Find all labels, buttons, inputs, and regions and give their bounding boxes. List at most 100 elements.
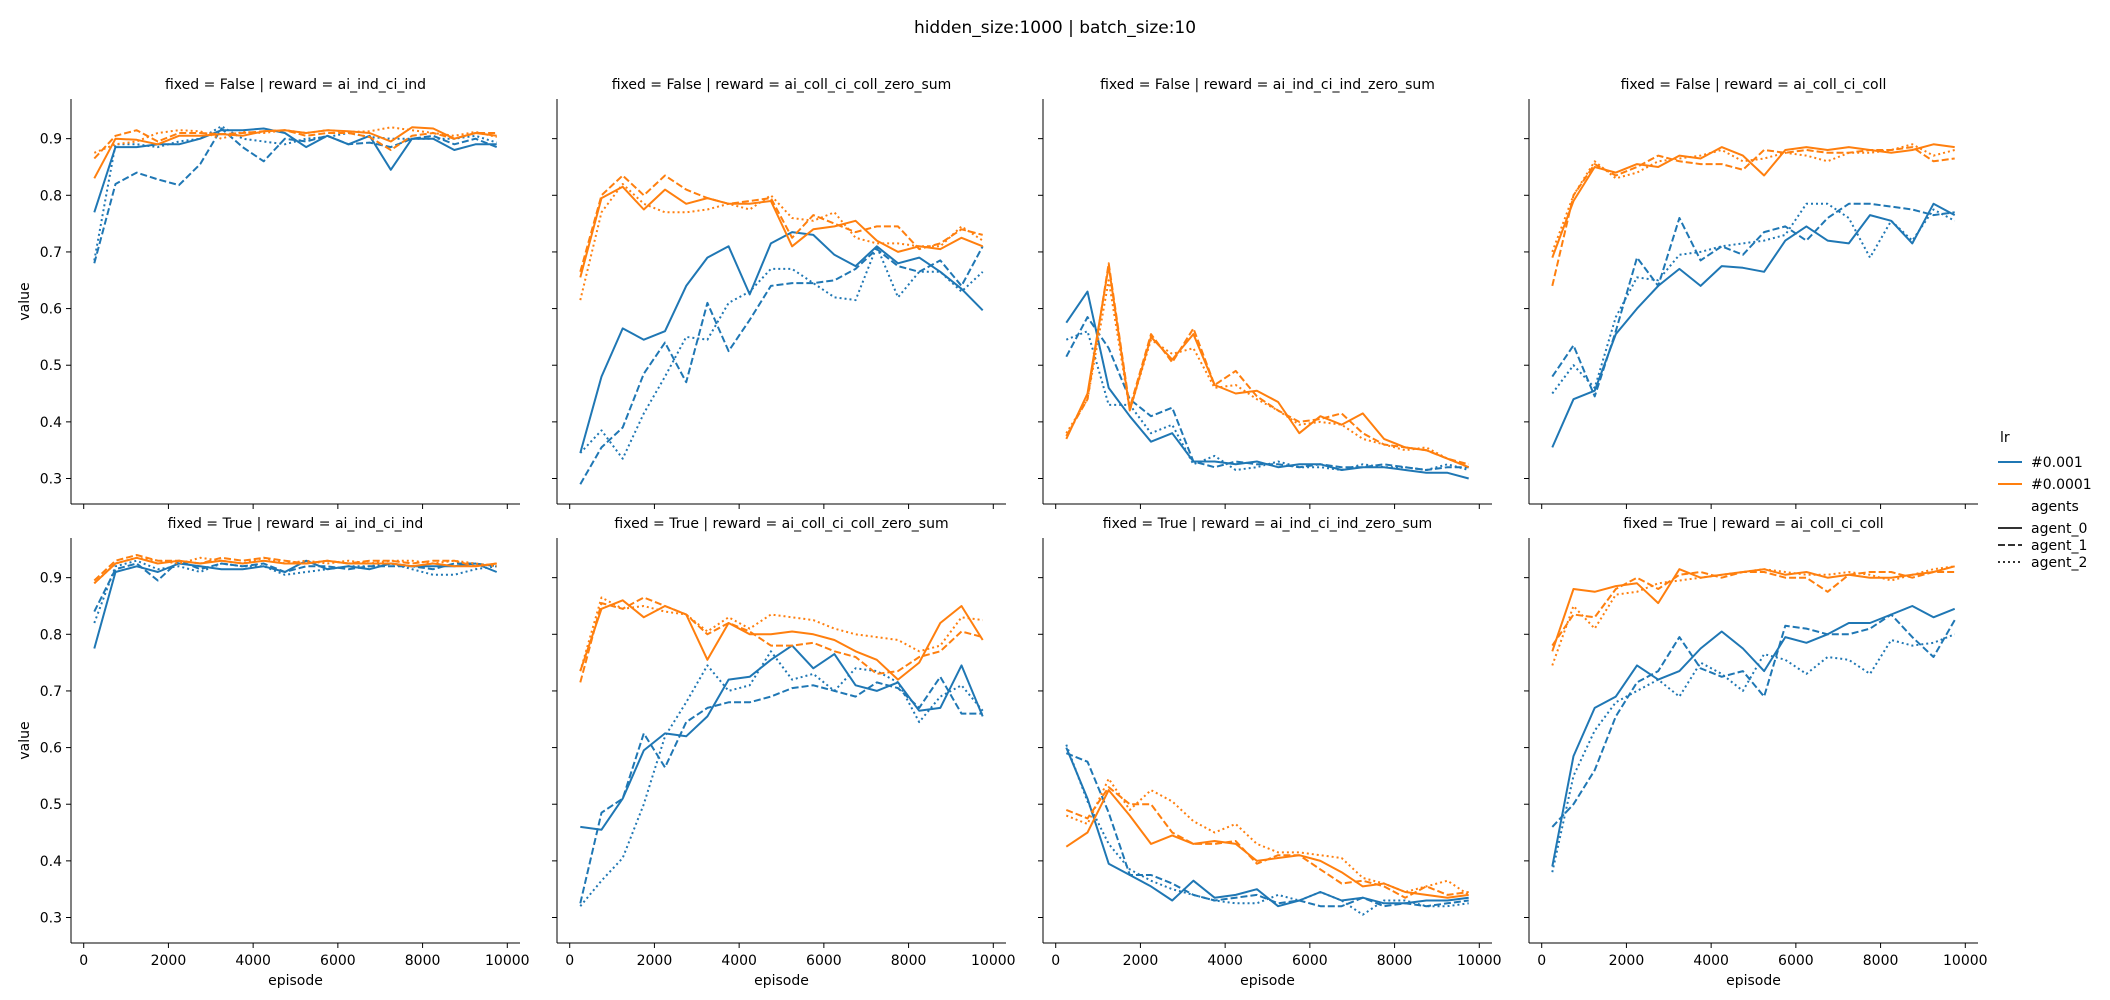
legend-hue-title: lr [2000, 430, 2010, 446]
y-tick-label: 0.7 [40, 245, 62, 261]
y-tick-label: 0.3 [40, 472, 62, 488]
x-tick-label: 8000 [405, 953, 441, 969]
series-line-lr00001-agent_2 [1065, 777, 1470, 896]
x-tick-label: 8000 [1377, 953, 1413, 969]
series-line-lr00001-agent_1 [579, 596, 983, 683]
series-line-lr0001-agent_0 [1551, 202, 1956, 448]
panel-title: fixed = False | reward = ai_ind_ci_ind [165, 77, 426, 93]
x-tick-label: 2000 [1609, 953, 1645, 969]
series-line-lr00001-agent_1 [93, 129, 497, 160]
y-axis-label: value [17, 282, 33, 320]
series-line-lr0001-agent_0 [579, 231, 984, 454]
y-axis-label: value [17, 721, 33, 759]
x-tick-label: 6000 [320, 953, 356, 969]
x-tick-label: 8000 [891, 953, 927, 969]
panel-5: fixed = True | reward = ai_coll_ci_coll_… [552, 516, 1016, 989]
x-tick-label: 10000 [971, 953, 1016, 969]
y-tick-label: 0.9 [40, 571, 62, 587]
series-line-lr0001-agent_1 [579, 245, 984, 485]
series-line-lr00001-agent_0 [579, 599, 984, 681]
series-line-lr0001-agent_1 [1551, 202, 1955, 398]
x-tick-label: 6000 [806, 953, 842, 969]
x-tick-label: 10000 [1457, 953, 1502, 969]
y-tick-label: 0.4 [40, 415, 62, 431]
series-line-lr00001-agent_2 [1551, 143, 1955, 253]
x-tick-label: 2000 [637, 953, 673, 969]
series-line-lr0001-agent_1 [579, 675, 983, 904]
series-line-lr00001-agent_1 [1065, 262, 1469, 466]
x-tick-label: 2000 [151, 953, 187, 969]
series-line-lr0001-agent_2 [93, 125, 498, 261]
series-line-lr0001-agent_2 [1065, 330, 1469, 471]
y-tick-label: 0.5 [40, 358, 62, 374]
panel-title: fixed = True | reward = ai_ind_ci_ind [168, 516, 424, 532]
series-line-lr00001-agent_0 [1551, 143, 1955, 258]
y-tick-label: 0.9 [40, 132, 62, 148]
series-line-lr0001-agent_1 [93, 559, 497, 613]
panel-2: fixed = False | reward = ai_ind_ci_ind_z… [1038, 77, 1492, 509]
panel-title: fixed = True | reward = ai_coll_ci_coll_… [614, 516, 948, 532]
y-tick-label: 0.6 [40, 302, 62, 318]
series-line-lr00001-agent_1 [1551, 571, 1955, 647]
legend-hue-label-1: #0.0001 [2031, 477, 2092, 493]
series-line-lr00001-agent_0 [579, 185, 984, 278]
panel-1: fixed = False | reward = ai_coll_ci_coll… [552, 77, 1006, 509]
panel-3: fixed = False | reward = ai_coll_ci_coll [1524, 77, 1978, 509]
x-axis-label: episode [754, 973, 809, 989]
series-line-lr00001-agent_0 [93, 556, 497, 585]
x-axis-label: episode [268, 973, 323, 989]
x-tick-label: 10000 [1943, 953, 1988, 969]
series-line-lr00001-agent_2 [1551, 565, 1955, 666]
series-line-lr00001-agent_2 [93, 556, 497, 585]
series-line-lr00001-agent_0 [1065, 265, 1470, 469]
y-tick-label: 0.4 [40, 854, 62, 870]
y-tick-label: 0.8 [40, 627, 62, 643]
legend-style-title: agents [2031, 499, 2079, 515]
series-line-lr00001-agent_2 [579, 596, 983, 672]
series-line-lr0001-agent_1 [93, 127, 498, 264]
series-line-lr0001-agent_2 [579, 245, 984, 460]
series-line-lr00001-agent_1 [1065, 786, 1469, 899]
series-line-lr0001-agent_0 [93, 559, 498, 649]
x-tick-label: 8000 [1863, 953, 1899, 969]
series-line-lr00001-agent_2 [579, 183, 984, 301]
panel-title: fixed = False | reward = ai_ind_ci_ind_z… [1100, 77, 1435, 93]
x-tick-label: 4000 [721, 953, 757, 969]
series-line-lr00001-agent_1 [579, 174, 983, 273]
legend: lr #0.001 #0.0001 agents agent_0 agent_1… [1998, 430, 2092, 571]
series-line-lr00001-agent_2 [93, 126, 497, 154]
x-axis-label: episode [1240, 973, 1295, 989]
legend-hue-label-0: #0.001 [2031, 455, 2083, 471]
x-tick-label: 2000 [1123, 953, 1159, 969]
panel-title: fixed = False | reward = ai_coll_ci_coll [1621, 77, 1887, 93]
x-tick-label: 0 [1537, 953, 1546, 969]
y-tick-label: 0.3 [40, 911, 62, 927]
series-line-lr00001-agent_1 [1551, 146, 1955, 287]
x-tick-label: 0 [79, 953, 88, 969]
series-line-lr0001-agent_0 [1551, 605, 1956, 867]
series-line-lr00001-agent_0 [93, 126, 497, 179]
panel-4: fixed = True | reward = ai_ind_ci_ind 0.3… [17, 516, 530, 989]
panel-title: fixed = True | reward = ai_coll_ci_coll [1623, 516, 1883, 532]
x-tick-label: 0 [1051, 953, 1060, 969]
x-tick-label: 4000 [1693, 953, 1729, 969]
series-line-lr00001-agent_0 [1551, 565, 1955, 652]
panel-title: fixed = False | reward = ai_coll_ci_coll… [612, 77, 952, 93]
y-tick-label: 0.5 [40, 797, 62, 813]
series-line-lr0001-agent_2 [1551, 202, 1956, 395]
series-line-lr0001-agent_2 [1551, 633, 1956, 873]
panels-group: fixed = False | reward = ai_ind_ci_ind 0.… [17, 77, 1988, 989]
series-line-lr0001-agent_2 [1065, 744, 1469, 916]
x-axis-label: episode [1726, 973, 1781, 989]
x-tick-label: 10000 [485, 953, 530, 969]
y-tick-label: 0.7 [40, 684, 62, 700]
series-line-lr00001-agent_2 [1065, 279, 1470, 469]
panel-7: fixed = True | reward = ai_coll_ci_coll 0… [1524, 516, 1988, 989]
x-tick-label: 4000 [235, 953, 271, 969]
figure-title: hidden_size:1000 | batch_size:10 [914, 18, 1196, 38]
x-tick-label: 4000 [1207, 953, 1243, 969]
series-line-lr0001-agent_1 [1551, 613, 1956, 828]
y-tick-label: 0.6 [40, 741, 62, 757]
x-tick-label: 0 [565, 953, 574, 969]
